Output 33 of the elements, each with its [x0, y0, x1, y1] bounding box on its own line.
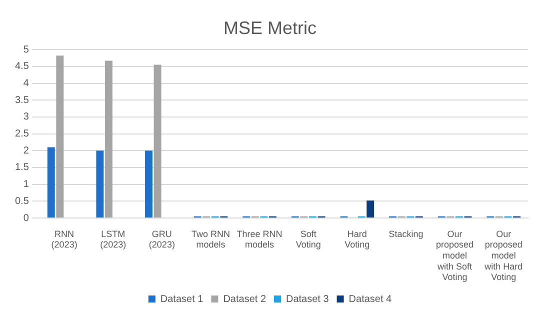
x-tick-label: Hard Voting: [344, 228, 370, 250]
legend-label: Dataset 4: [348, 294, 392, 305]
y-tick-label: 4: [23, 78, 30, 90]
x-tick-label: Stacking: [388, 228, 424, 239]
x-tick-label: RNN (2023): [51, 228, 78, 250]
y-tick-label: 1: [23, 179, 30, 190]
bar: [56, 56, 64, 218]
chart-title: MSE Metric: [223, 18, 317, 38]
x-tick-label: Our proposed model with Hard Voting: [484, 228, 523, 282]
x-tick-label: LSTM (2023): [100, 228, 126, 250]
bar: [145, 150, 152, 218]
y-tick-label: 2: [23, 145, 30, 156]
x-tick-label: Two RNN models: [191, 228, 230, 250]
legend-label: Dataset 1: [160, 294, 204, 305]
y-tick-label: 3.5: [14, 94, 30, 106]
y-tick-label: 0: [23, 212, 30, 224]
bar: [96, 150, 104, 218]
x-tick-label: Three RNN models: [236, 228, 282, 250]
y-tick-label: 4.5: [14, 61, 30, 72]
y-tick-label: 0.5: [14, 196, 30, 207]
legend-label: Dataset 3: [286, 294, 330, 305]
bar: [104, 60, 112, 218]
x-tick-label: Soft Voting: [296, 228, 321, 250]
bar: [47, 147, 55, 218]
y-tick-label: 5: [23, 44, 30, 56]
x-tick-label: Our proposed model with Soft Voting: [436, 228, 474, 282]
y-tick-label: 1.5: [14, 162, 30, 174]
y-tick-label: 2.5: [14, 128, 30, 140]
bar: [366, 200, 374, 218]
legend-label: Dataset 2: [223, 294, 266, 305]
y-tick-label: 3: [23, 112, 30, 123]
bar: [154, 64, 162, 218]
x-tick-label: GRU (2023): [148, 228, 175, 250]
